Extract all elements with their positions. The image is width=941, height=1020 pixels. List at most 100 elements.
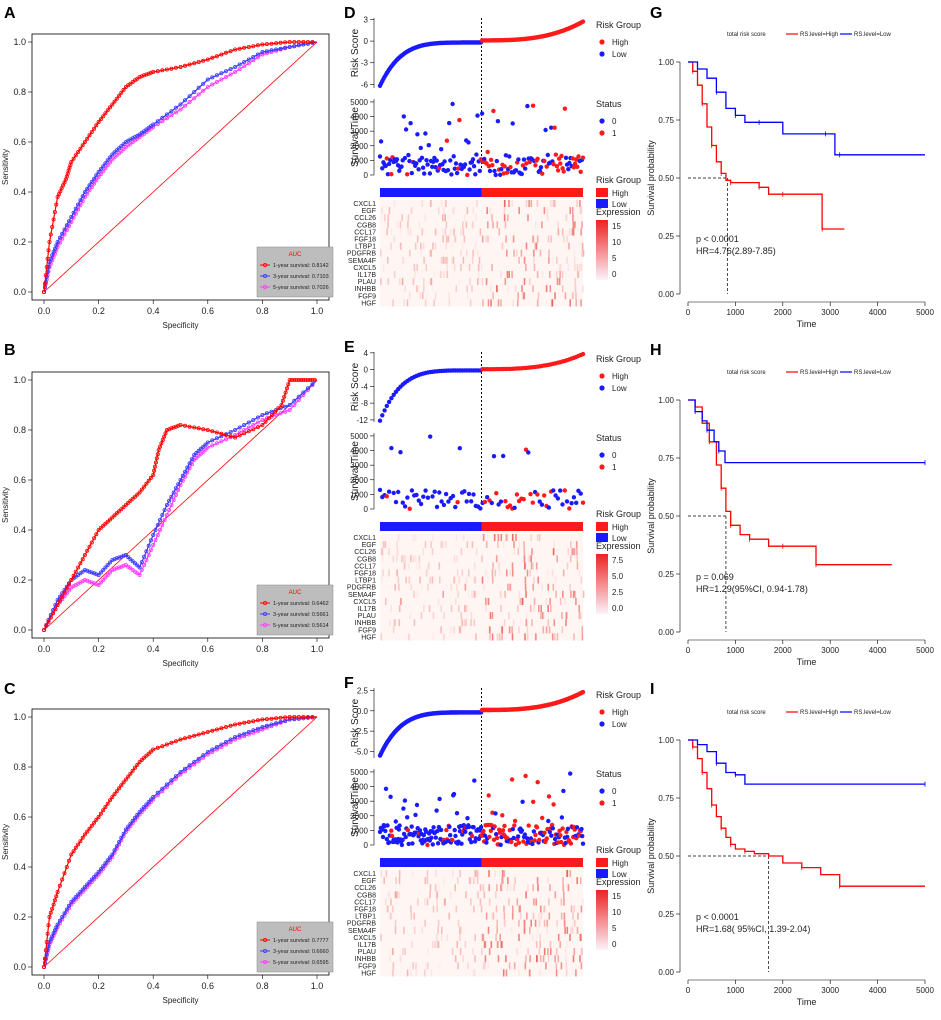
- heatmap-cell: [414, 271, 416, 279]
- roc-curve-1-year: [43, 716, 317, 968]
- heatmap-cell: [469, 877, 472, 885]
- heatmap-cell: [559, 941, 561, 949]
- heatmap-cell: [546, 214, 549, 222]
- roc-point: [78, 198, 83, 203]
- roc-point: [287, 717, 292, 722]
- roc-point: [123, 777, 128, 782]
- heatmap-cell: [433, 898, 435, 905]
- heatmap-cell: [387, 891, 389, 898]
- roc-point: [105, 158, 110, 163]
- heatmap-cell: [473, 590, 476, 598]
- survival-point: [571, 495, 577, 500]
- heatmap-cell: [449, 891, 452, 899]
- heatmap-cell: [445, 221, 448, 229]
- survival-point: [533, 163, 538, 168]
- heatmap-cell: [415, 969, 417, 977]
- heatmap-cell: [442, 877, 445, 885]
- survival-point: [549, 833, 554, 838]
- heatmap-cell: [523, 278, 526, 286]
- heatmap-cell: [570, 590, 572, 598]
- heatmap-cell: [458, 576, 461, 584]
- survival-point: [531, 829, 537, 834]
- roc-point: [269, 716, 274, 721]
- roc-point: [64, 586, 69, 591]
- roc-point: [52, 898, 57, 903]
- survival-point: [451, 154, 456, 159]
- risk-bar-high: [481, 858, 583, 867]
- survival-point: [535, 492, 540, 497]
- roc-point: [274, 721, 279, 726]
- km-x-tick-label: 4000: [869, 308, 887, 317]
- heatmap-row: [380, 228, 583, 236]
- heatmap-cell: [459, 626, 462, 634]
- heatmap-cell: [390, 242, 392, 250]
- heatmap-cell: [482, 962, 485, 970]
- heatmap-cell: [518, 541, 520, 549]
- heatmap-cell: [430, 541, 432, 549]
- survival-point: [486, 793, 491, 798]
- roc-point: [269, 412, 274, 417]
- survival-point: [576, 154, 581, 159]
- heatmap-cell: [420, 870, 422, 877]
- heatmap-cell: [497, 941, 499, 949]
- heatmap-cell: [538, 912, 540, 920]
- heatmap-cell: [504, 221, 507, 229]
- risk-bar-high: [481, 522, 583, 531]
- heatmap-cell: [576, 263, 579, 271]
- heatmap-cell: [478, 256, 481, 264]
- roc-point: [223, 740, 228, 745]
- roc-point: [108, 160, 113, 165]
- roc-point: [103, 565, 108, 570]
- roc-point: [96, 573, 101, 578]
- roc-point: [305, 40, 310, 45]
- heatmap-cell: [416, 285, 418, 293]
- survival-point: [464, 499, 469, 504]
- survival-point: [448, 833, 453, 838]
- heatmap-cell: [437, 941, 440, 949]
- expression-tick-label: 0: [612, 940, 617, 949]
- heatmap-cell: [555, 590, 557, 598]
- heatmap-cell: [489, 612, 492, 620]
- heatmap-cell: [515, 249, 518, 257]
- heatmap-cell: [429, 576, 431, 584]
- roc-point: [96, 870, 101, 875]
- roc-point: [119, 554, 124, 559]
- heatmap-cell: [380, 633, 383, 641]
- heatmap-cell: [399, 242, 402, 250]
- roc-point: [119, 507, 124, 512]
- roc-point: [214, 441, 219, 446]
- heatmap-cell: [513, 249, 515, 257]
- heatmap-cell: [423, 285, 425, 293]
- legend-status-title: Status: [596, 433, 622, 443]
- heatmap-cell: [398, 583, 400, 591]
- survival-point: [531, 799, 536, 804]
- heatmap-cell: [428, 605, 431, 613]
- heatmap-cell: [463, 548, 465, 555]
- roc-point: [301, 42, 306, 47]
- heatmap-row: [380, 877, 583, 885]
- heatmap-gene-label: FGF9: [358, 627, 376, 634]
- heatmap-cell: [529, 605, 532, 613]
- heatmap-cell: [526, 633, 529, 641]
- roc-point: [55, 922, 60, 927]
- heatmap-cell: [542, 626, 545, 634]
- km-y-label: Survival probability: [646, 140, 656, 216]
- roc-point: [144, 549, 149, 554]
- heatmap-cell: [487, 299, 490, 307]
- heatmap-cell: [389, 912, 392, 920]
- roc-point: [171, 497, 176, 502]
- heatmap-cell: [512, 534, 514, 542]
- roc-point: [132, 561, 137, 566]
- roc-point: [69, 900, 74, 905]
- roc-point: [87, 579, 92, 584]
- heatmap-cell: [530, 619, 533, 627]
- roc-point: [255, 726, 260, 731]
- heatmap-gene-label: CCL17: [354, 899, 376, 906]
- heatmap-cell: [410, 207, 413, 215]
- panel-letter-B: B: [4, 342, 16, 359]
- heatmap-cell: [435, 933, 438, 941]
- heatmap-cell: [523, 548, 526, 556]
- roc-point: [228, 723, 233, 728]
- heatmap-cell: [503, 200, 506, 208]
- roc-point: [305, 386, 310, 391]
